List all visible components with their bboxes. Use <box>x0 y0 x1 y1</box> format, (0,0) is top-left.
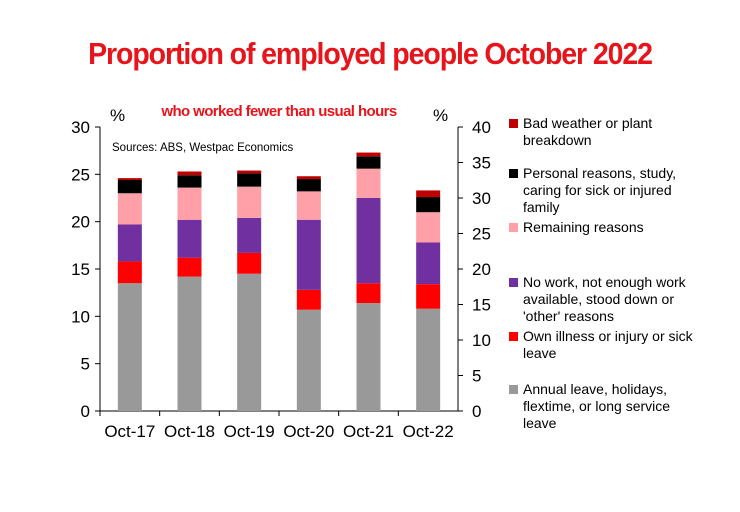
bar-segment <box>296 219 321 290</box>
bar-segment <box>416 242 441 285</box>
chart-subtitle: who worked fewer than usual hours <box>160 103 396 120</box>
bar-segment <box>177 257 202 277</box>
right-tick-label: 5 <box>472 367 481 386</box>
x-tick-label: Oct-21 <box>343 422 394 441</box>
legend-label: leave <box>523 345 557 361</box>
bar-segment <box>177 175 202 188</box>
source-note: Sources: ABS, Westpac Economics <box>112 142 294 154</box>
bar-segment <box>356 303 381 411</box>
labels-group: 0 5 10 15 20 25 30 0 5 10 15 20 25 30 35 40% % who worked… <box>71 103 491 441</box>
left-tick-label: 15 <box>71 260 90 279</box>
bar-segment <box>296 289 321 310</box>
bar-segment <box>117 180 142 194</box>
bar-segment <box>117 178 142 181</box>
legend-swatch <box>509 169 518 178</box>
left-tick-label: 20 <box>71 213 90 232</box>
left-tick-label: 5 <box>81 355 90 374</box>
legend-label: Bad weather or plant <box>523 115 652 131</box>
x-tick-label: Oct-17 <box>104 422 155 441</box>
legend-swatch <box>509 223 518 232</box>
right-tick-label: 25 <box>472 225 491 244</box>
left-tick-label: 25 <box>71 165 90 184</box>
bar-segment <box>237 173 262 187</box>
x-tick-label: Oct-18 <box>164 422 215 441</box>
bar-segment <box>177 187 202 220</box>
bar-segment <box>296 179 321 192</box>
bar-segment <box>356 152 381 157</box>
bar-segment <box>117 193 142 225</box>
bar-segment <box>296 309 321 411</box>
legend-label: breakdown <box>523 132 592 148</box>
legend-label: flextime, or long service <box>523 398 670 414</box>
bar-segment <box>296 191 321 220</box>
bar-segment <box>117 261 142 284</box>
bar-segment <box>416 197 441 213</box>
axes-group <box>95 126 463 416</box>
bar-segment <box>177 219 202 258</box>
bar-segment <box>356 156 381 169</box>
x-tick-label: Oct-20 <box>283 422 334 441</box>
legend-swatch <box>509 119 518 128</box>
legend-label: Own illness or injury or sick <box>523 328 694 344</box>
legend-label: available, stood down or <box>523 291 674 307</box>
legend-swatch <box>509 278 518 287</box>
left-axis-unit: % <box>110 106 125 125</box>
right-axis-unit: % <box>433 106 448 125</box>
bar-segment <box>237 252 262 274</box>
bar-segment <box>237 186 262 218</box>
legend-swatch <box>509 385 518 394</box>
right-tick-label: 40 <box>472 118 491 137</box>
bar-segment <box>416 284 441 309</box>
right-tick-label: 0 <box>472 402 481 421</box>
left-tick-label: 0 <box>81 402 90 421</box>
chart-title: Proportion of employed people October 20… <box>88 36 653 71</box>
legend-swatch <box>509 332 518 341</box>
bar-segment <box>117 283 142 411</box>
right-tick-label: 30 <box>472 189 491 208</box>
right-tick-label: 10 <box>472 331 491 350</box>
bars-group <box>117 152 441 411</box>
legend-label: 'other' reasons <box>523 308 614 324</box>
bar-segment <box>416 190 441 198</box>
bar-segment <box>416 212 441 243</box>
bar-segment <box>177 276 202 411</box>
bar-segment <box>237 217 262 253</box>
bar-segment <box>356 198 381 284</box>
left-tick-label: 10 <box>71 307 90 326</box>
bar-segment <box>177 171 202 176</box>
legend-label: Personal reasons, study, <box>523 165 676 181</box>
bar-segment <box>356 168 381 198</box>
bar-segment <box>416 308 441 411</box>
legend-label: Annual leave, holidays, <box>523 381 667 397</box>
legend-label: Remaining reasons <box>523 219 644 235</box>
x-tick-label: Oct-22 <box>403 422 454 441</box>
left-tick-label: 30 <box>71 118 90 137</box>
legend-label: caring for sick or injured <box>523 182 672 198</box>
right-tick-label: 15 <box>472 296 491 315</box>
bar-segment <box>296 176 321 180</box>
right-tick-label: 35 <box>472 154 491 173</box>
x-tick-label: Oct-19 <box>224 422 275 441</box>
bar-segment <box>356 283 381 304</box>
right-tick-label: 20 <box>472 260 491 279</box>
legend-label: No work, not enough work <box>523 274 687 290</box>
legend-label: leave <box>523 415 557 431</box>
bar-segment <box>237 170 262 174</box>
legend-label: family <box>523 199 560 215</box>
bar-segment <box>117 224 142 262</box>
bar-segment <box>237 273 262 411</box>
